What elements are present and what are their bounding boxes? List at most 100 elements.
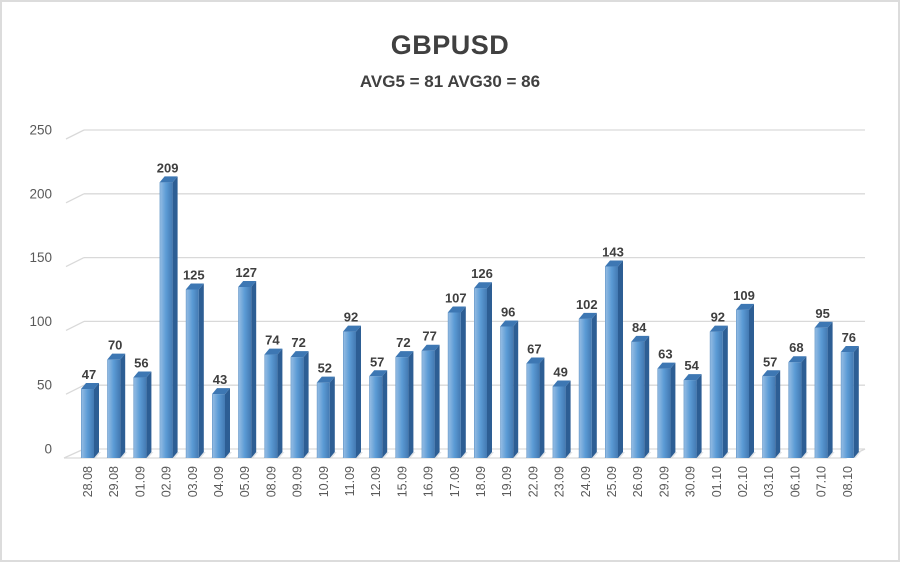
bar-side xyxy=(696,374,702,458)
x-tick-label: 02.10 xyxy=(736,466,750,497)
x-tick-label: 11.09 xyxy=(343,466,357,496)
bar-side xyxy=(487,282,492,458)
bar-cap xyxy=(500,320,519,327)
x-tick-label: 07.10 xyxy=(815,466,829,497)
bar-value-label: 76 xyxy=(842,330,856,345)
x-tick-label: 22.09 xyxy=(526,466,540,497)
bar xyxy=(343,331,356,458)
bar-value-label: 57 xyxy=(763,354,777,369)
bar-value-label: 68 xyxy=(789,340,803,355)
chart-title: GBPUSD xyxy=(390,30,510,60)
bar-side xyxy=(565,380,571,458)
bar xyxy=(474,288,487,458)
bar xyxy=(762,376,776,458)
bar-side xyxy=(251,280,257,458)
bar-side xyxy=(225,388,230,458)
chart-subtitle: AVG5 = 81 AVG30 = 86 xyxy=(359,72,541,91)
bar-side xyxy=(539,357,545,458)
gridline-depth-tick xyxy=(65,384,85,395)
bar-side xyxy=(172,176,178,459)
bar-cap xyxy=(605,260,623,267)
gridline-depth-tick xyxy=(65,193,85,204)
x-tick-label: 19.09 xyxy=(500,466,514,497)
y-tick-label: 150 xyxy=(29,250,52,265)
bar-value-label: 92 xyxy=(711,310,725,325)
bar xyxy=(107,359,121,458)
x-tick-label: 16.09 xyxy=(422,466,436,497)
bar-side xyxy=(670,362,676,458)
bar-cap xyxy=(369,370,388,377)
bar xyxy=(526,363,540,458)
bar-value-label: 43 xyxy=(213,372,227,387)
floor-left-edge xyxy=(63,448,85,459)
bar xyxy=(447,312,461,458)
x-tick-label: 25.09 xyxy=(605,466,619,497)
bar-value-label: 95 xyxy=(815,306,829,321)
bar-side xyxy=(853,346,859,458)
gridline-depth-tick xyxy=(65,129,85,140)
bar-side xyxy=(94,383,99,458)
x-tick-label: 17.09 xyxy=(448,466,462,497)
bar-cap xyxy=(447,306,466,313)
bar-cap xyxy=(552,380,571,387)
bar xyxy=(657,368,671,458)
bar-cap xyxy=(814,321,833,328)
bar-cap xyxy=(788,356,807,363)
bar-value-label: 109 xyxy=(733,288,755,303)
bar-value-label: 209 xyxy=(157,160,179,175)
bar-cap xyxy=(343,325,361,332)
bar-cap xyxy=(840,346,859,353)
bar-value-label: 84 xyxy=(632,320,647,335)
bar xyxy=(631,341,645,458)
bar xyxy=(264,354,278,458)
bar-value-label: 47 xyxy=(82,367,96,382)
bar-value-label: 127 xyxy=(235,265,257,280)
bar xyxy=(159,182,173,459)
x-tick-label: 06.10 xyxy=(788,466,802,497)
bar-value-label: 125 xyxy=(183,268,205,283)
bar xyxy=(369,376,383,458)
x-tick-label: 02.09 xyxy=(160,466,174,497)
bar xyxy=(395,357,409,458)
bar-cap xyxy=(578,312,597,319)
bar-side xyxy=(329,376,335,458)
bar xyxy=(605,266,618,458)
bar-value-label: 49 xyxy=(553,364,567,379)
x-tick-label: 03.09 xyxy=(186,466,200,497)
bar-side xyxy=(120,353,126,458)
bar-cap xyxy=(526,357,545,364)
bar xyxy=(290,357,304,458)
y-tick-label: 50 xyxy=(37,378,52,393)
bar xyxy=(185,289,199,458)
bar-value-label: 74 xyxy=(265,333,280,348)
bar-side xyxy=(749,303,754,458)
bar-value-label: 126 xyxy=(471,266,493,281)
x-tick-label: 23.09 xyxy=(553,466,567,497)
bar-value-label: 72 xyxy=(396,335,410,350)
bar-side xyxy=(722,325,728,458)
x-tick-label: 28.08 xyxy=(81,466,95,497)
bar-side xyxy=(382,370,388,458)
x-tick-label: 29.08 xyxy=(107,466,121,497)
x-tick-label: 08.10 xyxy=(841,466,855,497)
bar-side xyxy=(460,306,466,458)
bar-cap xyxy=(395,351,414,358)
bar-cap xyxy=(421,344,440,351)
bar-cap xyxy=(290,351,309,358)
bar-value-label: 70 xyxy=(108,338,122,353)
bar-side xyxy=(146,371,152,458)
bar-value-label: 57 xyxy=(370,354,384,369)
x-tick-label: 03.10 xyxy=(762,466,776,497)
y-tick-label: 200 xyxy=(29,186,52,201)
x-tick-label: 30.09 xyxy=(684,466,698,497)
bar-cap xyxy=(474,282,492,289)
bar-cap xyxy=(709,325,728,332)
bar-cap xyxy=(316,376,335,383)
bar xyxy=(814,327,828,458)
bar-value-label: 67 xyxy=(527,342,541,357)
bar xyxy=(683,380,697,458)
bar-cap xyxy=(81,383,99,390)
x-tick-label: 01.09 xyxy=(133,466,147,497)
x-tick-label: 04.09 xyxy=(212,466,226,497)
